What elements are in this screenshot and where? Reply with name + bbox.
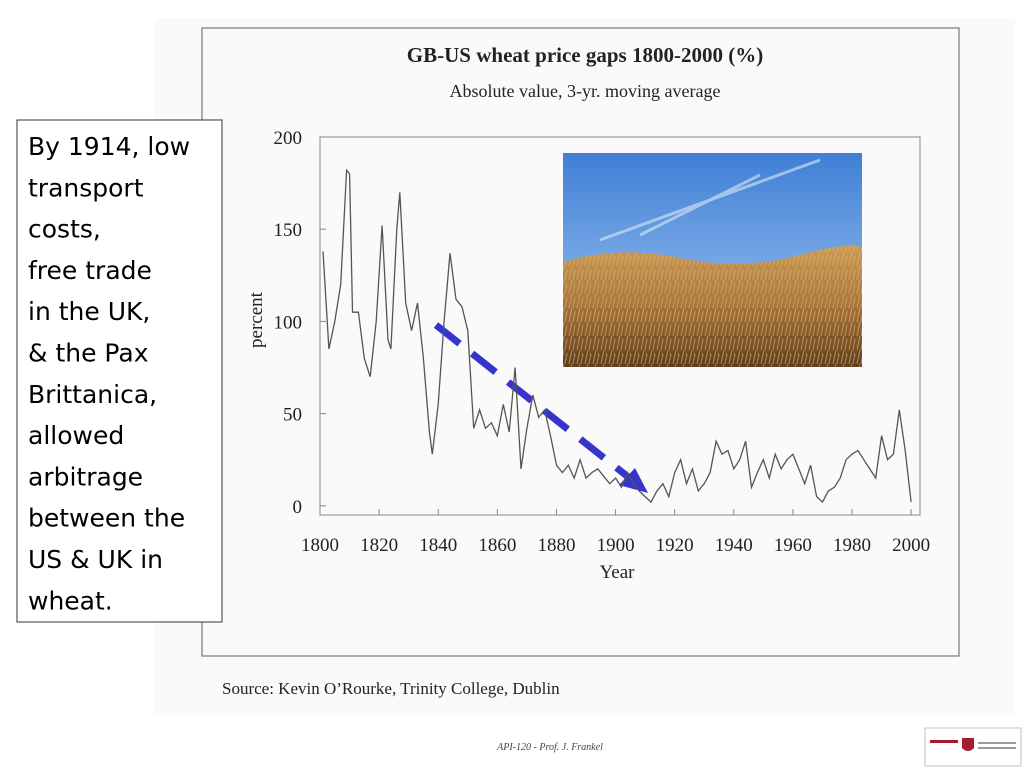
x-tick-label: 1880: [537, 535, 575, 556]
arrow-head: [619, 468, 648, 493]
photo-stalks: [563, 245, 862, 367]
y-tick-label: 150: [274, 220, 303, 241]
x-tick-label: 1800: [301, 535, 339, 556]
annotation-line: arbitrage: [28, 462, 143, 491]
annotation-line: costs,: [28, 215, 101, 244]
text-box: [16, 119, 223, 623]
x-tick-label: 1840: [419, 535, 457, 556]
logo-mark: [978, 742, 1016, 744]
annotation-line: wheat.: [28, 586, 113, 615]
contrail: [599, 158, 821, 242]
annotation-line: allowed: [28, 421, 124, 450]
source-note: Source: Kevin O’Rourke, Trinity College,…: [222, 679, 560, 698]
data-line: [322, 168, 912, 504]
annotation-line: US & UK in: [28, 545, 163, 574]
logo-shield: [962, 738, 974, 751]
annotation-line: between the: [28, 504, 185, 533]
x-tick-label: 1980: [833, 535, 871, 556]
annotation-line: in the UK,: [28, 297, 150, 326]
x-tick-label: 1820: [360, 535, 398, 556]
annotation-line: By 1914, low: [28, 132, 190, 161]
y-axis-label: percent: [246, 291, 267, 348]
x-tick-label: 1900: [597, 535, 635, 556]
x-tick-label: 1960: [774, 535, 812, 556]
x-axis-label: Year: [599, 562, 635, 583]
footer: API-120 - Prof. J. Frankel: [496, 742, 603, 753]
y-tick-label: 50: [283, 405, 302, 426]
plot-frame: [319, 136, 921, 516]
x-tick-label: 1920: [656, 535, 694, 556]
x-tick-label: 1860: [478, 535, 516, 556]
chart-title: GB-US wheat price gaps 1800-2000 (%): [407, 43, 763, 67]
logo-mark: [978, 747, 1016, 749]
logo: [924, 727, 1022, 767]
y-tick-label: 100: [274, 312, 303, 333]
annotation-line: transport: [28, 173, 144, 202]
logo-mark: [930, 740, 958, 743]
annotation-line: & the Pax: [28, 339, 148, 368]
y-tick-label: 200: [274, 128, 303, 149]
wheat-photo: [563, 153, 862, 367]
x-tick-label: 2000: [892, 535, 930, 556]
chart-subtitle: Absolute value, 3-yr. moving average: [450, 81, 721, 101]
annotation-line: free trade: [28, 256, 152, 285]
arrow-shaft: [433, 322, 635, 483]
y-tick-label: 0: [293, 497, 303, 518]
x-tick-label: 1940: [715, 535, 753, 556]
annotation-line: Brittanica,: [28, 380, 157, 409]
